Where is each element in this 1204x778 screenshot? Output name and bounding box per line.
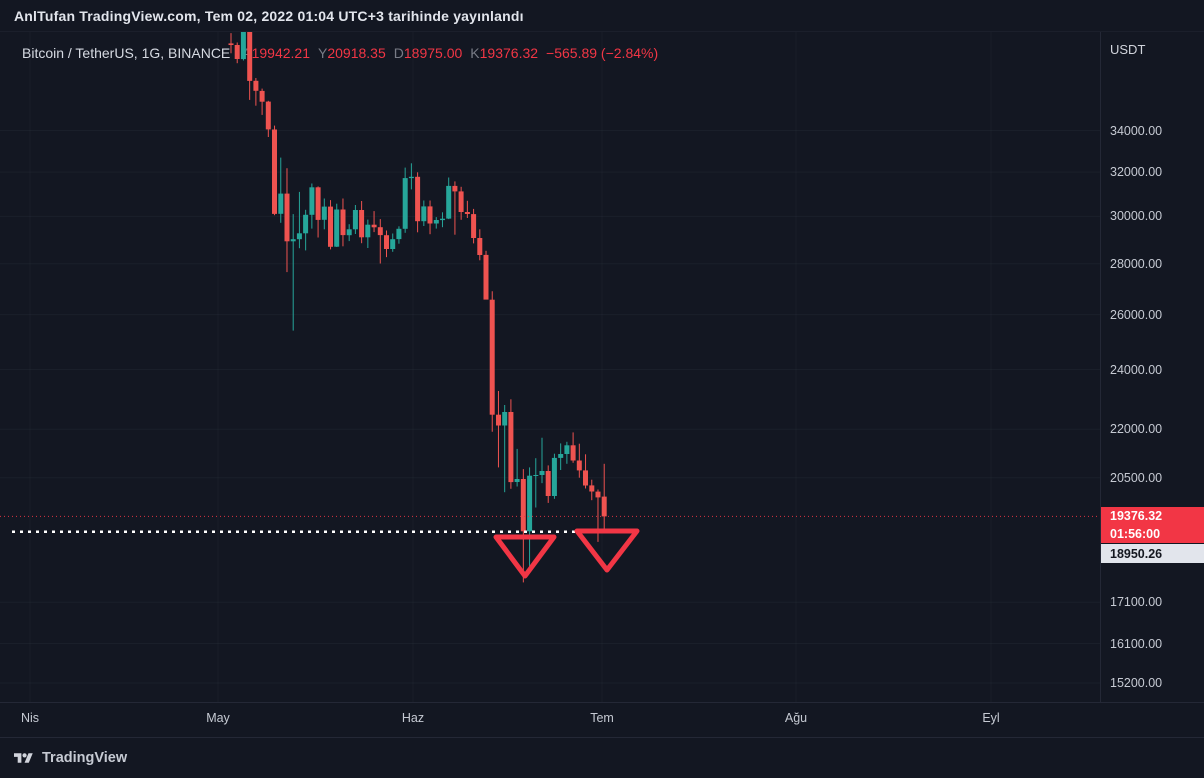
time-axis-labels: Nis May Haz Tem Ağu Eyl [0, 703, 1100, 737]
price-tick-label: 28000.00 [1110, 256, 1163, 271]
price-tick-label: 15200.00 [1110, 676, 1163, 690]
close-label: K [470, 45, 480, 61]
time-tick-label: Nis [20, 711, 40, 725]
price-tick-label: 17100.00 [1110, 595, 1163, 610]
last-price-badge: 19376.32 01:56:00 [1101, 507, 1204, 544]
price-axis[interactable]: USDT 34000.00 32000.00 30000.00 28000.00 260… [1100, 32, 1204, 702]
drawn-line-price-badge: 18950.26 [1101, 544, 1204, 564]
publication-header: AnlTufan TradingView.com, Tem 02, 2022 0… [0, 0, 1204, 32]
plot-area[interactable]: Bitcoin / TetherUS, 1G, BINANCE A19942.2… [0, 32, 1100, 702]
ohlc-values: A19942.21 Y20918.35 D18975.00 K19376.32 … [242, 45, 658, 61]
low-value: D18975.00 [393, 45, 463, 61]
price-tick-label: 32000.00 [1110, 165, 1163, 180]
time-tick-label: Haz [401, 711, 425, 725]
high-label: Y [318, 45, 328, 61]
price-tick-label: 34000.00 [1110, 123, 1163, 138]
time-tick-label: Eyl [982, 711, 1000, 725]
candlestick-canvas[interactable] [0, 32, 1100, 702]
price-tick-label: 22000.00 [1110, 422, 1163, 437]
publication-info: AnlTufan TradingView.com, Tem 02, 2022 0… [14, 7, 524, 24]
time-axis[interactable]: Nis May Haz Tem Ağu Eyl [0, 702, 1204, 737]
high-value: Y20918.35 [318, 45, 386, 61]
change-value: −565.89 (−2.84%) [546, 45, 659, 61]
chart-pane[interactable]: Bitcoin / TetherUS, 1G, BINANCE A19942.2… [0, 32, 1204, 702]
low-label: D [393, 45, 404, 61]
currency-label: USDT [1110, 42, 1146, 57]
tradingview-logo-icon[interactable] [14, 751, 33, 766]
price-tick-label: 30000.00 [1110, 209, 1163, 224]
time-tick-label: May [206, 711, 230, 725]
triangle-down-marker[interactable] [574, 528, 640, 573]
price-tick-label: 16100.00 [1110, 636, 1163, 651]
chart-svg[interactable] [0, 32, 1100, 702]
time-tick-label: Tem [590, 711, 614, 725]
open-label: A [242, 45, 252, 61]
close-value: K19376.32 [470, 45, 539, 61]
open-value: A19942.21 [242, 45, 311, 61]
tradingview-brand[interactable]: TradingView [42, 750, 128, 766]
price-tick-label: 26000.00 [1110, 307, 1163, 322]
price-tick-label: 24000.00 [1110, 362, 1163, 377]
time-tick-label: Ağu [784, 711, 808, 725]
chart-legend: Bitcoin / TetherUS, 1G, BINANCE A19942.2… [22, 45, 658, 61]
last-price-value: 19376.32 [1110, 509, 1163, 524]
triangle-down-marker[interactable] [493, 534, 557, 579]
footer: TradingView [0, 737, 1204, 778]
price-tick-label: 20500.00 [1110, 470, 1163, 485]
bar-close-countdown: 01:56:00 [1110, 527, 1161, 542]
symbol-title[interactable]: Bitcoin / TetherUS, 1G, BINANCE [22, 45, 231, 61]
